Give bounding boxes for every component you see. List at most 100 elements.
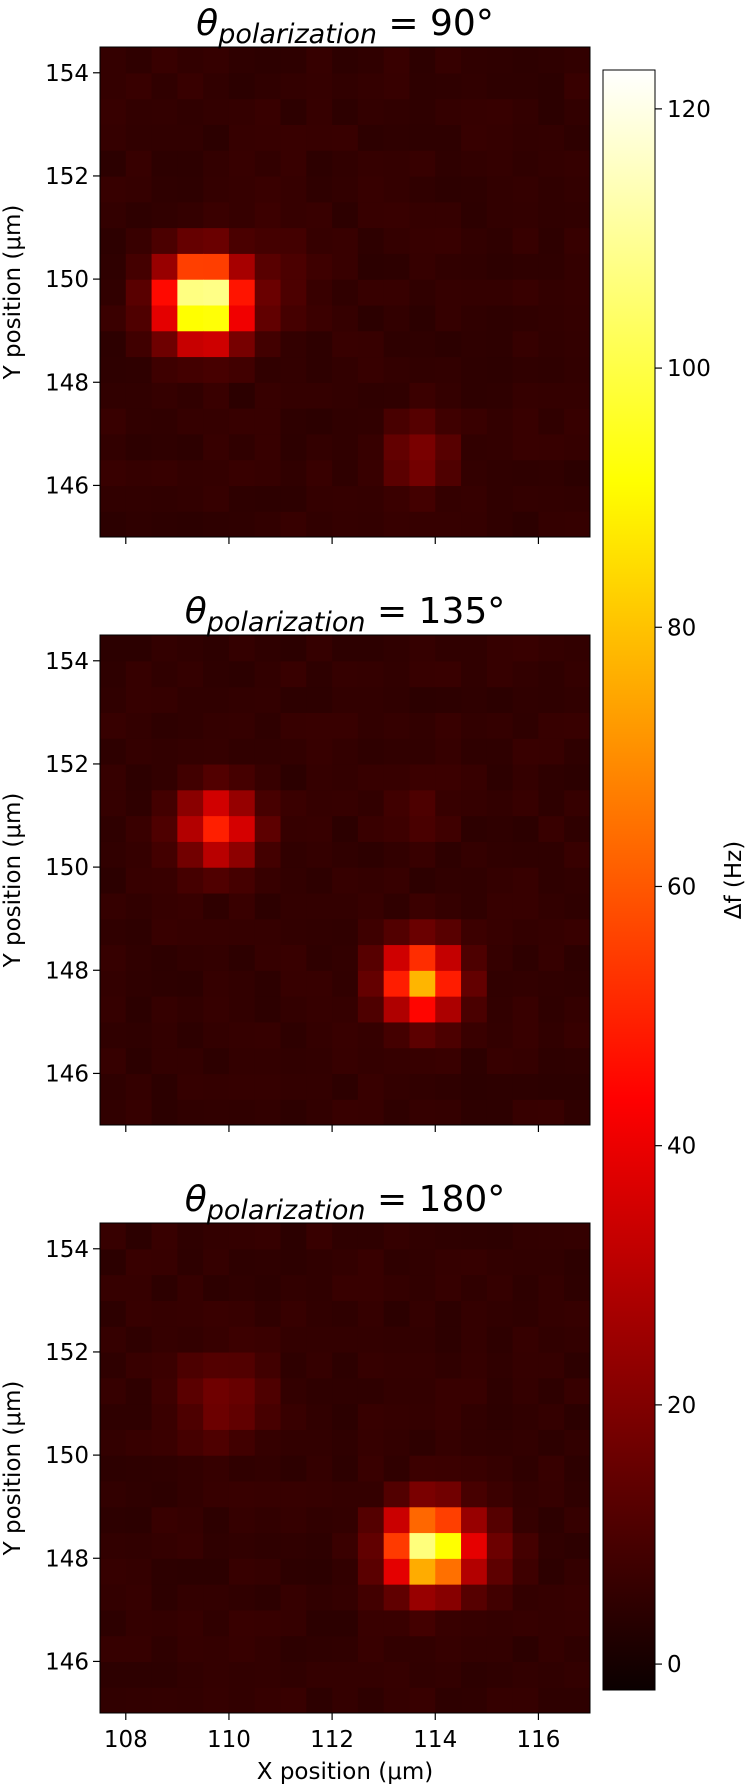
heatmap-cell	[435, 1609, 462, 1637]
heatmap-cell	[177, 1223, 204, 1250]
heatmap-cell	[100, 1099, 127, 1125]
heatmap-cell	[512, 660, 540, 688]
heatmap-cell	[357, 1021, 385, 1049]
heatmap-cell	[306, 150, 333, 177]
heatmap-cell	[100, 1377, 127, 1405]
heatmap-cell	[125, 712, 153, 739]
heatmap-cell	[151, 1274, 178, 1301]
heatmap-cell	[177, 841, 204, 868]
heatmap-cell	[177, 1377, 204, 1405]
heatmap-cell	[228, 175, 256, 203]
heatmap-cell	[435, 433, 462, 461]
heatmap-cell	[177, 996, 204, 1023]
heatmap-cell	[254, 1377, 282, 1405]
heatmap-cell	[254, 330, 282, 358]
heatmap-cell	[254, 485, 282, 512]
heatmap-cell	[564, 686, 590, 713]
heatmap-cell	[228, 1609, 256, 1637]
heatmap-cell	[254, 970, 282, 997]
heatmap-cell	[228, 1558, 256, 1585]
heatmap-cell	[280, 1047, 307, 1075]
heatmap-cell	[564, 635, 590, 662]
heatmap-cell	[203, 1351, 230, 1379]
heatmap-cell	[564, 1099, 590, 1125]
heatmap-cell	[203, 1300, 230, 1327]
heatmap-cell	[228, 1223, 256, 1250]
heatmap-cell	[280, 789, 307, 817]
heatmap-cell	[332, 1047, 359, 1075]
heatmap-cell	[306, 227, 333, 254]
heatmap-cell	[151, 150, 178, 177]
heatmap-cell	[357, 892, 385, 920]
heatmap-cell	[203, 1661, 230, 1688]
x-tick-label: 114	[413, 1727, 457, 1753]
heatmap-cell	[151, 841, 178, 868]
heatmap-cell	[486, 408, 514, 435]
heatmap-cell	[564, 150, 590, 177]
heatmap-cell	[357, 970, 385, 997]
heatmap-cell	[125, 279, 153, 306]
heatmap-cell	[461, 408, 488, 435]
heatmap-cell	[228, 227, 256, 254]
heatmap-cell	[512, 253, 540, 280]
heatmap-cell	[280, 1223, 307, 1250]
heatmap-image	[100, 635, 590, 1125]
heatmap-cell	[383, 150, 411, 177]
heatmap-cell	[125, 1021, 153, 1049]
heatmap-cell	[486, 330, 514, 358]
heatmap-cell	[306, 1377, 333, 1405]
heatmap-cell	[357, 763, 385, 791]
heatmap-cell	[100, 1635, 127, 1663]
y-tick-label: 148	[45, 370, 89, 396]
heatmap-cell	[280, 382, 307, 409]
heatmap-cell	[357, 1223, 385, 1250]
heatmap-cell	[564, 1532, 590, 1559]
heatmap-cell	[383, 686, 411, 713]
heatmap-cell	[461, 686, 488, 713]
heatmap-cell	[461, 660, 488, 688]
heatmap-cell	[280, 970, 307, 997]
heatmap-cell	[461, 98, 488, 125]
heatmap-cell	[538, 1661, 565, 1688]
heatmap-cell	[486, 72, 514, 100]
heatmap-cell	[435, 1377, 462, 1405]
heatmap-cell	[125, 1609, 153, 1637]
heatmap-cell	[461, 1351, 488, 1379]
heatmap-cell	[538, 253, 565, 280]
heatmap-cell	[357, 867, 385, 894]
heatmap-cell	[486, 1635, 514, 1663]
heatmap-cell	[538, 1248, 565, 1276]
heatmap-cell	[177, 1609, 204, 1637]
heatmap-cell	[177, 1047, 204, 1075]
heatmap-cell	[280, 1351, 307, 1379]
heatmap-cell	[486, 789, 514, 817]
heatmap-cell	[461, 892, 488, 920]
colorbar-tick-label: 100	[667, 356, 711, 382]
heatmap-cell	[332, 1687, 359, 1713]
heatmap-cell	[512, 1429, 540, 1456]
heatmap-cell	[151, 485, 178, 512]
heatmap-cell	[203, 1558, 230, 1585]
heatmap-cell	[357, 841, 385, 868]
heatmap-cell	[332, 1326, 359, 1353]
heatmap-cell	[461, 996, 488, 1023]
heatmap-cell	[435, 1274, 462, 1301]
heatmap-cell	[512, 1099, 540, 1125]
heatmap-cell	[151, 1223, 178, 1250]
heatmap-cell	[203, 841, 230, 868]
heatmap-cell	[254, 1429, 282, 1456]
heatmap-cell	[125, 253, 153, 280]
heatmap-cell	[512, 408, 540, 435]
heatmap-cell	[100, 1223, 127, 1250]
y-tick-label: 152	[45, 1340, 89, 1366]
heatmap-cell	[254, 356, 282, 383]
heatmap-cell	[228, 1455, 256, 1482]
heatmap-cell	[100, 1480, 127, 1508]
heatmap-cell	[486, 1047, 514, 1075]
heatmap-cell	[254, 253, 282, 280]
heatmap-cell	[332, 1403, 359, 1430]
heatmap-cell	[435, 867, 462, 894]
heatmap-cell	[512, 175, 540, 203]
heatmap-cell	[564, 1300, 590, 1327]
heatmap-cell	[383, 330, 411, 358]
